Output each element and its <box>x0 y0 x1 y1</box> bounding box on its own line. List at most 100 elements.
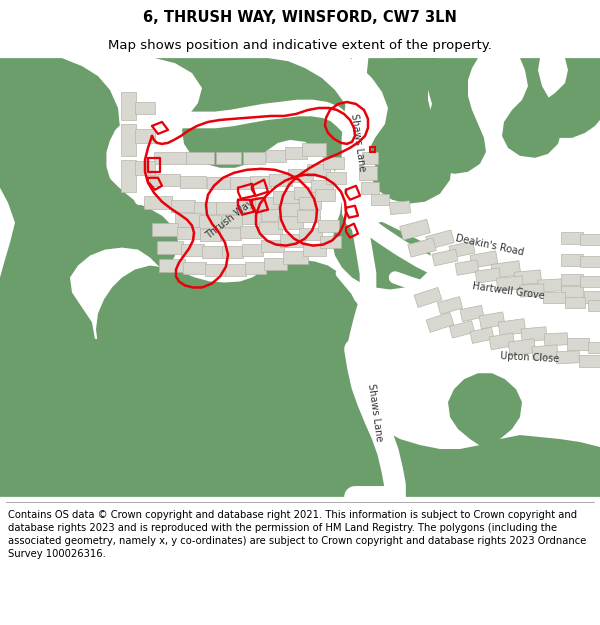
Bar <box>362 152 378 164</box>
Polygon shape <box>538 58 600 138</box>
Bar <box>296 210 320 222</box>
Bar <box>561 254 583 266</box>
Bar <box>157 241 183 254</box>
Bar <box>408 238 436 258</box>
Bar <box>222 214 242 227</box>
Bar <box>144 196 172 209</box>
Bar <box>245 261 265 274</box>
Bar <box>561 286 583 299</box>
Polygon shape <box>448 373 522 497</box>
Bar <box>389 201 410 214</box>
Bar <box>243 152 265 164</box>
Bar <box>299 197 321 209</box>
Bar <box>186 152 214 164</box>
Bar <box>302 244 325 256</box>
Bar <box>588 300 600 311</box>
Bar <box>579 355 600 367</box>
Bar <box>475 268 501 283</box>
Bar <box>224 264 245 276</box>
Bar <box>544 332 568 346</box>
Text: 6, THRUSH WAY, WINSFORD, CW7 3LN: 6, THRUSH WAY, WINSFORD, CW7 3LN <box>143 10 457 25</box>
Bar <box>326 172 346 184</box>
Bar <box>154 152 186 164</box>
Bar <box>437 297 463 314</box>
Bar <box>561 274 583 286</box>
Bar <box>460 305 484 321</box>
Bar <box>470 328 494 344</box>
Bar <box>229 177 251 189</box>
Bar <box>261 209 283 221</box>
Bar <box>250 176 271 188</box>
Bar <box>152 223 178 236</box>
Bar <box>150 174 180 186</box>
Bar <box>491 261 521 278</box>
Bar <box>567 338 589 350</box>
Bar <box>538 279 562 292</box>
Bar <box>175 213 201 227</box>
Bar <box>561 232 583 244</box>
Bar <box>280 203 304 216</box>
Bar <box>532 345 558 360</box>
Bar <box>508 339 536 356</box>
Bar <box>293 187 317 199</box>
Polygon shape <box>0 259 600 497</box>
Bar <box>269 174 292 186</box>
Bar <box>259 222 281 234</box>
Polygon shape <box>155 58 432 289</box>
Bar <box>181 244 203 256</box>
Bar <box>370 148 374 152</box>
Bar <box>426 312 454 332</box>
Bar <box>221 246 242 258</box>
Bar <box>241 244 263 256</box>
Bar <box>580 256 600 267</box>
Bar <box>498 319 526 336</box>
Bar <box>180 176 206 188</box>
Text: Shaws Lane: Shaws Lane <box>366 382 384 442</box>
Bar <box>299 228 322 239</box>
Bar <box>287 169 313 182</box>
Text: Upton Close: Upton Close <box>500 351 560 364</box>
Bar <box>205 264 226 276</box>
Bar <box>121 124 136 156</box>
Bar <box>159 259 185 272</box>
Bar <box>307 164 329 176</box>
Bar <box>176 227 199 239</box>
Bar <box>588 342 600 352</box>
Bar <box>479 312 505 329</box>
Bar <box>206 177 229 189</box>
Bar <box>311 180 333 192</box>
Bar <box>449 321 475 338</box>
Bar <box>285 147 307 159</box>
Bar <box>317 219 338 232</box>
Bar <box>182 261 205 274</box>
Bar <box>414 288 442 308</box>
Bar <box>496 276 524 291</box>
Bar <box>521 327 547 342</box>
Bar <box>242 212 262 224</box>
Bar <box>455 260 479 276</box>
Bar <box>239 226 260 238</box>
Bar <box>580 276 600 287</box>
Bar <box>556 351 580 364</box>
Bar <box>280 234 305 247</box>
Bar <box>361 182 379 194</box>
Polygon shape <box>350 58 452 204</box>
Bar <box>315 189 335 201</box>
Bar <box>199 229 221 241</box>
Bar <box>121 92 136 120</box>
Bar <box>283 251 308 264</box>
Bar <box>323 157 343 169</box>
Bar <box>254 197 277 209</box>
Bar <box>135 102 155 114</box>
Bar <box>470 251 498 268</box>
Bar <box>371 194 389 205</box>
Bar <box>215 152 241 164</box>
Bar <box>194 202 216 214</box>
Bar <box>220 228 241 239</box>
Bar <box>489 333 515 350</box>
Bar <box>543 292 565 303</box>
Text: Hartwell Grove: Hartwell Grove <box>471 281 545 301</box>
Bar <box>263 258 287 269</box>
Text: Deakin's Road: Deakin's Road <box>455 234 525 258</box>
Bar <box>359 166 377 180</box>
